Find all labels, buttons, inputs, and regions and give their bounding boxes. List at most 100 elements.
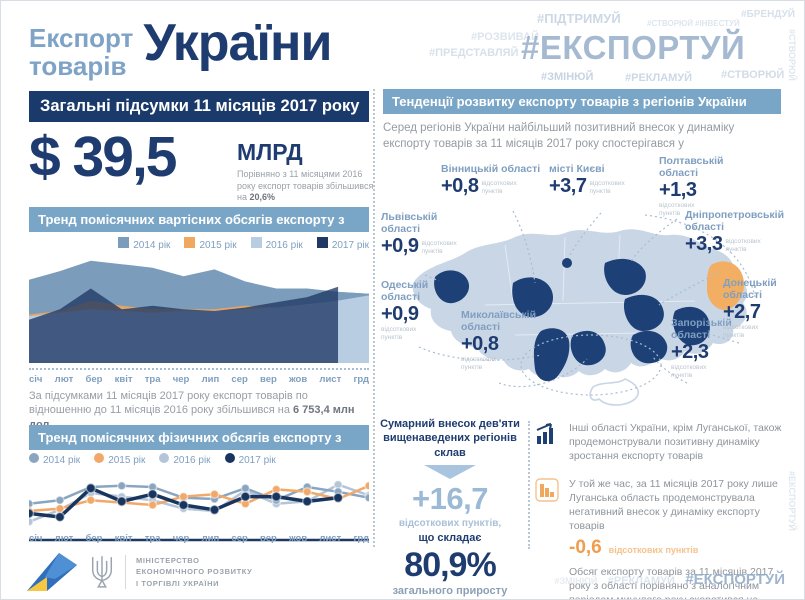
contribution-value: +16,7 [412,480,488,516]
legend-item: 2016 рік [250,237,303,251]
negative-value: -0,6 [569,537,602,559]
bar-chart-up-icon [536,423,553,444]
legend-swatch [118,237,130,248]
legend-swatch [29,453,39,463]
volume-chart-x-axis: січ лют бер квіт тра чер лип сер вер жов лист грд [29,533,369,544]
regions-banner: Тенденції розвитку експорту товарів з ре… [383,89,781,114]
value-area-chart [29,260,369,363]
legend-swatch [184,237,196,248]
hashtag: #ЗМІНЮЙ [554,576,598,586]
ukraine-map-block: Вінницькій області +0,8 відсоткових пункт… [381,151,785,415]
volume-chart-banner: Тренд помісячних фізичних обсягів експор… [29,425,369,470]
x-axis-label: сер [231,374,248,385]
hashtag-vertical: #СТВОРЮЙ [787,29,797,81]
volume-line-chart [29,479,369,542]
x-axis-label: лист [319,533,342,544]
export-amount-note: Порівняно з 11 місяцями 2016 року експор… [237,169,377,204]
legend-item: 2017 рік [224,453,276,466]
bar-chart-down-icon [535,477,559,502]
x-axis-label: чер [172,374,190,385]
legend-swatch [224,453,235,463]
hashtag: #ЗМІНЮЙ [541,71,594,83]
legend-item: 2017 рік [316,237,369,251]
contribution-share: 80,9% [404,545,496,584]
positive-dynamics-item: Інші області України, крім Луганської, т… [536,421,785,464]
region-value: +0,9 [381,303,419,326]
note-text: Порівняно з 11 місяцями 2016 року експор… [237,169,374,203]
region-value: +2,7 [723,301,761,324]
trident-emblem-icon [91,556,113,588]
map-crimea-outline [589,378,640,406]
region-value: +2,3 [671,341,709,364]
decline-prefix: Обсяг експорту товарів за 11 місяців 201… [569,565,774,599]
x-axis-label: бер [85,533,103,544]
summary-contribution-head: Сумарний внесок дев'яти вищенаведених ре… [380,418,520,459]
region-name: місті Києві [549,163,605,175]
ministry-line: І ТОРГІВЛІ УКРАЇНИ [136,578,220,588]
hashtag: #РЕКЛАМУЙ [625,72,693,84]
region-name: Полтавській області [659,155,724,180]
brand-subtitle: Експорт товарів [29,17,133,80]
legend-swatch [159,453,170,463]
contribution-share-caption: загального приросту експорту [392,584,508,599]
negative-dynamics-text: У той же час, за 11 місяців 2017 року ли… [569,477,778,533]
ministry-arrow-logo [27,553,77,591]
value-chart-x-axis: січ лют бер квіт тра чер лип сер вер жов лист грд [29,368,369,385]
hashtag: #СТВОРЮЙ [647,19,694,28]
legend-item: 2014 рік [118,237,170,251]
ministry-line: МІНІСТЕРСТВО [136,556,200,566]
region-name: Дніпропетровській області [685,209,785,234]
down-arrow-icon [424,464,476,479]
legend-item: 2015 рік [94,453,145,466]
ministry-name: МІНІСТЕРСТВО ЕКОНОМІЧНОГО РОЗВИТКУ І ТОР… [125,555,252,589]
x-axis-label: лип [201,533,220,544]
x-axis-label: квіт [114,374,133,385]
region-unit: відсоткових пунктів [421,240,457,255]
ministry-line: ЕКОНОМІЧНОГО РОЗВИТКУ [136,567,253,577]
region-name: Донецькій області [723,277,777,302]
x-axis-label: січ [29,374,43,385]
decline-text: Обсяг експорту товарів за 11 місяців 201… [569,565,785,599]
region-value: +0,9 [381,235,419,258]
x-axis-label: сер [231,533,248,544]
hashtag: #ПІДТРИМУЙ [537,11,621,26]
summary-banner: Загальні підсумки 11 місяців 2017 року [29,91,369,122]
x-axis-label: тра [144,533,161,544]
value-chart-banner: Тренд помісячних вартісних обсягів експо… [29,207,369,252]
region-label-dnipropetrovsk: Дніпропетровській області +3,3 відсоткови… [685,209,785,255]
x-axis-label: лист [319,374,342,385]
negative-dynamics-item: У той же час, за 11 місяців 2017 року ли… [535,477,785,599]
hashtag: #СТВОРЮЙ [721,69,785,81]
x-axis-label: січ [29,533,43,544]
region-unit: відсоткових пунктів [589,180,625,195]
region-unit: відсоткових пунктів [481,180,517,195]
region-value: +3,7 [549,175,587,198]
map-highlighted-regions [434,258,710,382]
value-chart-note: За підсумками 11 місяців 2017 року експо… [29,389,369,432]
region-value: +1,3 [659,179,697,202]
region-label-donetsk: Донецькій області +2,7 відсоткових пункті… [723,277,783,340]
region-value: +0,8 [441,175,479,198]
x-axis-label: жов [289,374,308,385]
hashtag: #ПРЕДСТАВЛЯЙ [429,47,519,59]
legend-item: 2016 рік [159,453,211,466]
hashtag-main: #ЕКСПОРТУЙ [685,571,785,588]
brand-subtitle-line2: товарів [29,50,127,81]
hashtag-cloud: #ПІДТРИМУЙ #СТВОРЮЙ #ІНВЕСТУЙ #БРЕНДУЙ #… [429,7,795,87]
legend-item: 2014 рік [29,453,80,466]
hashtag: #ІНВЕСТУЙ [695,19,740,28]
hashtag-main: #ЕКСПОРТУЙ [521,29,746,66]
brand-subtitle-line1: Експорт [29,23,134,53]
region-label-vinnytsia: Вінницькій області +0,8 відсоткових пункт… [441,163,540,197]
column-divider [373,89,375,547]
x-axis-label: вер [260,374,277,385]
legend-swatch [94,453,105,463]
summary-contribution-block: Сумарний внесок дев'яти вищенаведених ре… [377,417,523,599]
note-growth-percent: 20,6% [249,192,276,203]
legend-item: 2015 рік [184,237,237,251]
export-amount: $ 39,5 [29,125,177,189]
bottom-divider [528,421,530,549]
x-axis-label: квіт [114,533,133,544]
x-axis-label: грд [353,533,369,544]
region-unit: відсоткових пунктів [381,326,417,341]
